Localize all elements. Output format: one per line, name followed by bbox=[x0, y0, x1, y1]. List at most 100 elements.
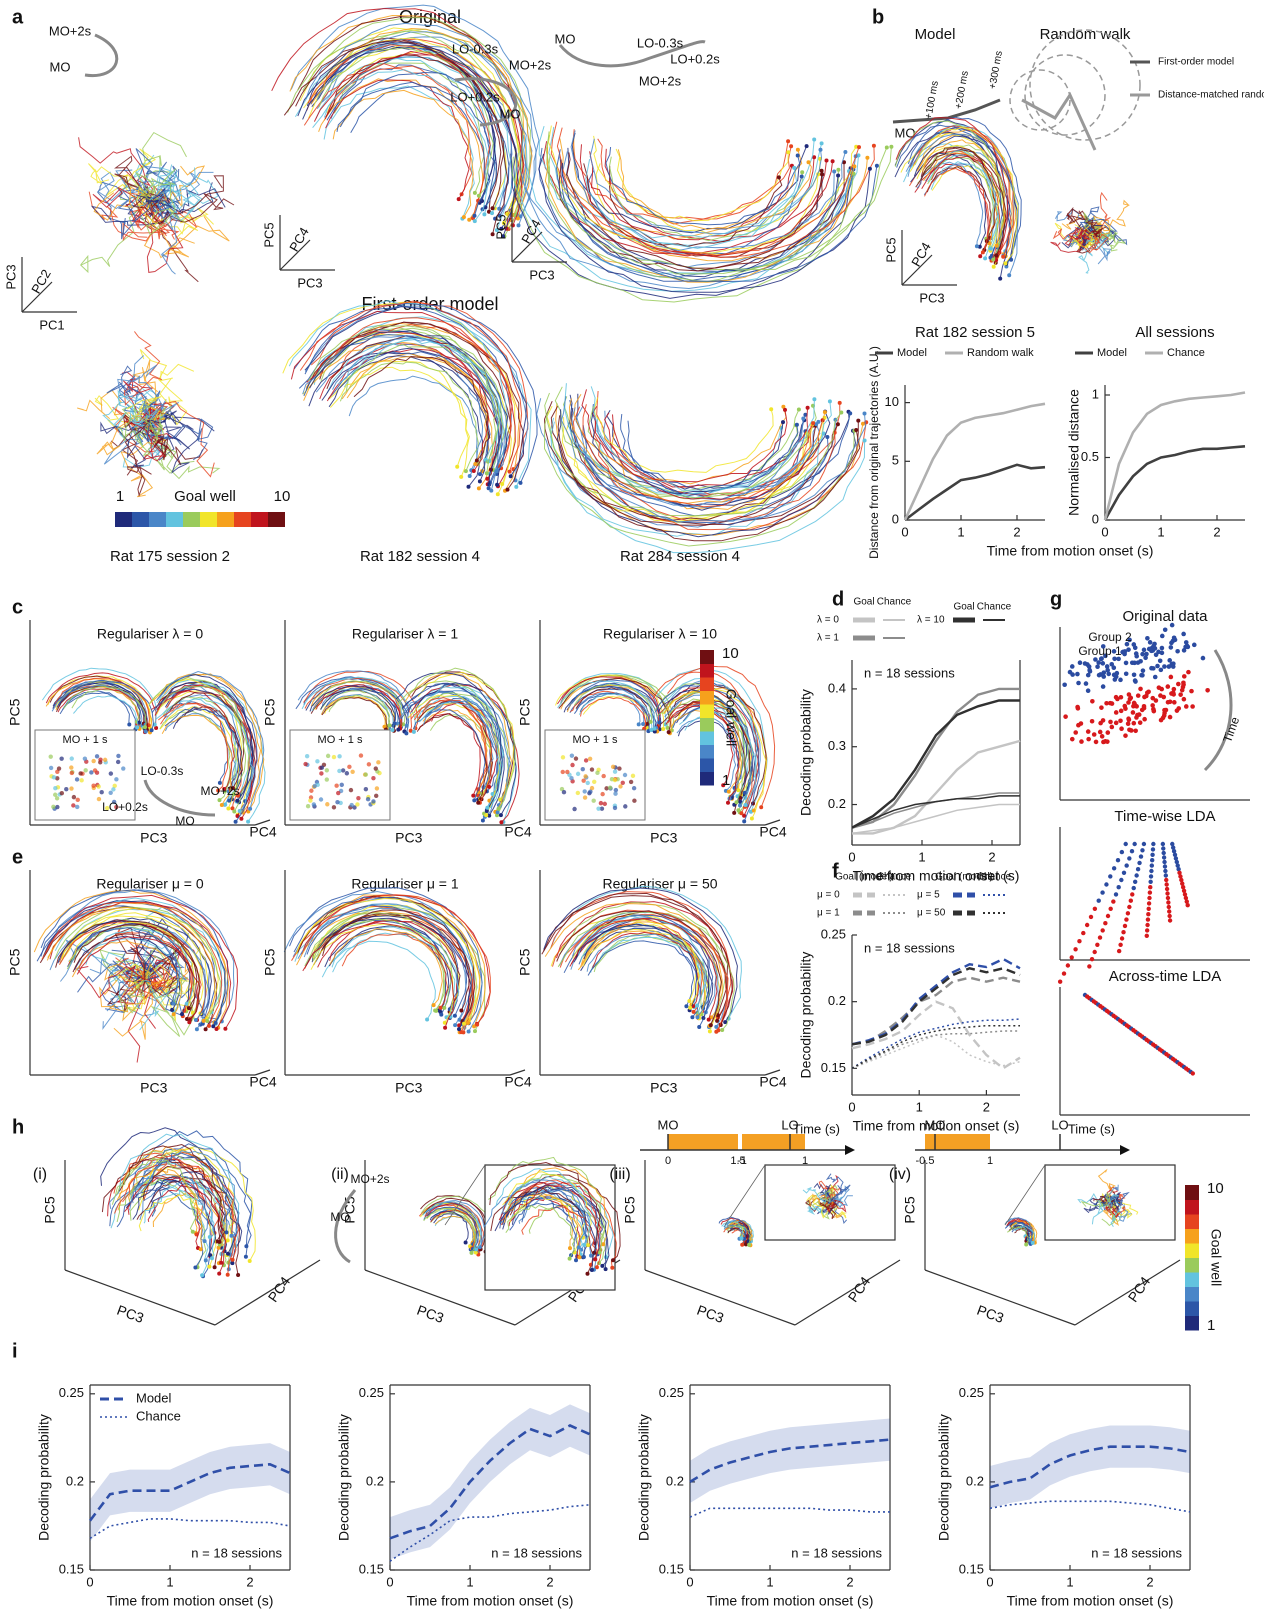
trajectory bbox=[283, 40, 509, 235]
trajectory bbox=[667, 701, 734, 786]
trajectory-end bbox=[476, 486, 481, 491]
trajectory bbox=[321, 36, 527, 211]
scatter-dot bbox=[1145, 636, 1150, 641]
trajectory-end bbox=[474, 458, 479, 463]
x-tick-label: 1 bbox=[766, 1574, 773, 1589]
trajectory-end bbox=[723, 1020, 728, 1025]
label: Time (s) bbox=[1068, 1121, 1115, 1136]
trajectory bbox=[920, 147, 1007, 256]
trajectory-end bbox=[443, 1025, 448, 1030]
x-tick-label: 2 bbox=[546, 1574, 553, 1589]
label: Goal well bbox=[174, 488, 236, 505]
scatter-dot bbox=[1123, 660, 1129, 666]
trajectory bbox=[166, 685, 258, 802]
trajectory bbox=[824, 1199, 847, 1213]
inset-dot bbox=[91, 783, 96, 788]
trajectory bbox=[316, 41, 513, 209]
scatter-dot bbox=[1174, 859, 1180, 865]
trajectory-end bbox=[217, 798, 222, 803]
legend-header: Chance bbox=[877, 872, 912, 883]
legend-header: Goal bbox=[853, 597, 874, 608]
scatter-dot bbox=[1122, 923, 1128, 929]
trajectory-end bbox=[490, 206, 495, 211]
x-axis-label: Time from motion onset (s) bbox=[853, 1118, 1020, 1134]
trajectory bbox=[46, 889, 235, 1022]
trajectory bbox=[395, 672, 503, 812]
scatter-dot bbox=[1162, 627, 1168, 633]
panel-title: Across-time LDA bbox=[1109, 968, 1222, 985]
trajectory-end bbox=[143, 729, 148, 734]
legend-label: Chance bbox=[1167, 347, 1205, 359]
label: PC3 bbox=[140, 1080, 167, 1096]
trajectory bbox=[427, 1200, 486, 1248]
scatter-dot bbox=[1165, 684, 1171, 689]
trajectory bbox=[582, 696, 649, 729]
inset-dot bbox=[319, 771, 324, 776]
trajectory bbox=[341, 933, 449, 1009]
annotation: n = 18 sessions bbox=[491, 1545, 582, 1560]
colorbar-tick: 10 bbox=[722, 645, 739, 662]
data-line bbox=[389, 1504, 591, 1562]
inset-dot bbox=[573, 756, 579, 761]
y-tick-label: 0.2 bbox=[366, 1473, 384, 1488]
annotation: n = 18 sessions bbox=[791, 1545, 882, 1560]
trajectory-end bbox=[889, 144, 894, 149]
scatter-dot bbox=[1157, 658, 1163, 664]
data-line bbox=[689, 1507, 890, 1518]
trajectory bbox=[143, 183, 185, 236]
trajectory bbox=[910, 152, 987, 247]
colorbar-swatch bbox=[700, 731, 714, 745]
scatter-dot bbox=[1131, 672, 1137, 678]
trajectory bbox=[78, 137, 153, 201]
x-tick-label: 2 bbox=[1213, 524, 1220, 539]
colorbar-swatch bbox=[1185, 1272, 1199, 1287]
trajectory-end bbox=[852, 164, 857, 169]
label: 10 bbox=[274, 488, 291, 505]
trajectory bbox=[160, 686, 247, 795]
trajectory bbox=[100, 419, 151, 469]
label: LO+0.2s bbox=[450, 89, 500, 104]
trajectory-end bbox=[473, 1029, 477, 1034]
data-line bbox=[88, 1462, 291, 1522]
label: PC5 bbox=[42, 1196, 58, 1223]
trajectory-end bbox=[801, 416, 806, 421]
scatter-dot bbox=[1077, 939, 1082, 944]
trajectory bbox=[414, 692, 510, 816]
trajectory-end bbox=[476, 193, 481, 198]
trajectory-end bbox=[1027, 1238, 1032, 1243]
label: MO bbox=[330, 1210, 349, 1224]
label: PC4 bbox=[759, 824, 786, 840]
inset-dot bbox=[334, 783, 339, 788]
scatter-dot bbox=[1168, 645, 1174, 650]
inset-connector bbox=[724, 1164, 766, 1226]
trajectory-end bbox=[814, 422, 819, 427]
label: Rat 182 session 4 bbox=[360, 548, 480, 565]
trajectory bbox=[578, 915, 707, 1006]
trajectory bbox=[45, 672, 157, 729]
panel-title: Time-wise LDA bbox=[1114, 808, 1215, 825]
y-axis-label: Decoding probability bbox=[798, 952, 814, 1079]
panel-title: Original data bbox=[1122, 608, 1208, 625]
label: PC3 bbox=[297, 275, 322, 290]
label: LO bbox=[781, 1117, 798, 1132]
trajectory-end bbox=[794, 422, 799, 427]
scatter-dot bbox=[1140, 668, 1146, 673]
inset-dot bbox=[312, 783, 317, 789]
scatter-dot bbox=[1082, 661, 1088, 666]
annotation: n = 18 sessions bbox=[1091, 1545, 1182, 1560]
label: PC1 bbox=[39, 317, 64, 332]
scatter-dot bbox=[1106, 671, 1112, 677]
scatter-dot bbox=[1131, 700, 1137, 706]
inset-dot bbox=[582, 795, 588, 800]
label: First-order model bbox=[1158, 57, 1234, 68]
data-line bbox=[851, 1018, 1021, 1069]
y-tick-label: 0.2 bbox=[66, 1473, 84, 1488]
inset-dot bbox=[116, 753, 121, 759]
trajectory-end bbox=[431, 1003, 436, 1008]
trajectory bbox=[68, 921, 196, 1009]
trajectory bbox=[297, 42, 519, 237]
inset-dot bbox=[92, 768, 98, 773]
trajectory bbox=[44, 894, 239, 1029]
label: Time bbox=[1220, 715, 1242, 745]
trajectory bbox=[317, 919, 471, 1026]
